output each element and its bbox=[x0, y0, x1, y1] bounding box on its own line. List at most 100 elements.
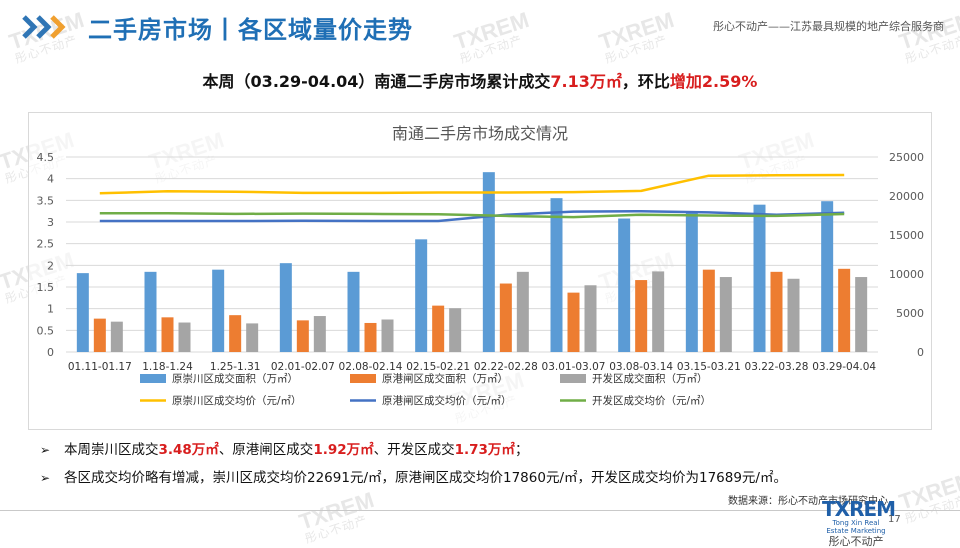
legend-label: 原崇川区成交面积（万㎡） bbox=[172, 372, 298, 385]
headline-mid: ，环比 bbox=[621, 72, 670, 91]
bar bbox=[76, 273, 89, 352]
headline-change: 增加2.59% bbox=[669, 72, 758, 91]
x-axis-tick-label: 02.22-02.28 bbox=[474, 361, 538, 373]
left-axis-tick-label: 4.5 bbox=[37, 151, 55, 164]
bar bbox=[93, 318, 106, 352]
bar bbox=[499, 283, 512, 352]
bar bbox=[279, 263, 292, 352]
bullet-text: 、原港闸区成交 bbox=[218, 442, 314, 458]
legend-swatch bbox=[350, 374, 376, 383]
bar bbox=[753, 204, 766, 352]
x-axis-tick-label: 02.15-02.21 bbox=[406, 361, 470, 373]
bar bbox=[719, 277, 732, 352]
weekly-summary-headline: 本周（03.29-04.04）南通二手房市场累计成交7.13万㎡，环比增加2.5… bbox=[0, 68, 960, 92]
right-axis-tick-label: 10000 bbox=[889, 268, 924, 281]
bar bbox=[635, 280, 648, 352]
bullet-text: ； bbox=[514, 442, 529, 458]
left-axis-tick-label: 2 bbox=[47, 259, 54, 272]
headline-prefix: 本周（03.29-04.04）南通二手房市场累计成交 bbox=[202, 72, 551, 91]
line-series bbox=[99, 173, 845, 223]
bar bbox=[296, 320, 309, 352]
bullet-price: ➢ 各区成交均价略有增减，崇川区成交均价22691元/㎡，原港闸区成交均价1786… bbox=[40, 466, 787, 486]
right-axis-tick-label: 15000 bbox=[889, 229, 924, 242]
legend-label: 原港闸区成交面积（万㎡） bbox=[382, 372, 508, 385]
logo-subtitle: Tong Xin Real Estate Marketing bbox=[826, 519, 886, 535]
logo-chinese: 彤心不动产 bbox=[828, 535, 884, 548]
bar bbox=[550, 198, 563, 352]
chart-frame bbox=[28, 112, 932, 430]
left-axis-tick-label: 3 bbox=[47, 216, 54, 229]
x-axis-tick-label: 01.11-01.17 bbox=[68, 361, 132, 373]
right-axis-tick-label: 5000 bbox=[896, 307, 924, 320]
series-line bbox=[99, 209, 845, 223]
bullet-value: 1.92万㎡ bbox=[313, 442, 374, 458]
company-logo: TXREM Tong Xin Real Estate Marketing 彤心不… bbox=[822, 497, 896, 548]
bar bbox=[432, 305, 445, 352]
bar bbox=[144, 271, 157, 352]
series-line bbox=[99, 211, 845, 219]
left-axis-tick-label: 0.5 bbox=[37, 324, 55, 337]
page-title: 二手房市场丨各区域量价走势 bbox=[88, 16, 413, 44]
bar bbox=[770, 271, 783, 352]
legend-label: 开发区成交面积（万㎡） bbox=[592, 372, 708, 385]
x-axis-tick-label: 1.18-1.24 bbox=[142, 361, 193, 373]
bar bbox=[229, 315, 242, 352]
bar bbox=[787, 278, 800, 352]
left-axis-tick-label: 3.5 bbox=[37, 194, 55, 207]
bar bbox=[855, 277, 868, 352]
left-axis-tick-label: 1 bbox=[47, 303, 54, 316]
bar bbox=[110, 321, 123, 352]
legend-label: 开发区成交均价（元/㎡） bbox=[592, 394, 711, 407]
bar bbox=[821, 201, 834, 352]
axes: 0 0.5 1 1.5 2 2.5 3 3.5 4 4.5 0 5000 10000 15000 20000… bbox=[37, 151, 925, 373]
legend-label: 原崇川区成交均价（元/㎡） bbox=[172, 394, 302, 407]
page-header: 二手房市场丨各区域量价走势 彤心不动产——江苏最具规模的地产综合服务商 bbox=[0, 0, 960, 52]
arrow-bullet-icon: ➢ bbox=[40, 443, 51, 457]
x-axis-tick-label: 03.15-03.21 bbox=[677, 361, 741, 373]
chart-title: 南通二手房市场成交情况 bbox=[392, 124, 568, 143]
bar bbox=[838, 268, 851, 352]
bar bbox=[652, 271, 665, 352]
company-tagline: 彤心不动产——江苏最具规模的地产综合服务商 bbox=[713, 20, 944, 33]
left-axis-tick-label: 1.5 bbox=[37, 281, 55, 294]
x-axis-tick-label: 02.01-02.07 bbox=[271, 361, 335, 373]
bar bbox=[212, 269, 225, 352]
double-chevron-icon bbox=[22, 15, 66, 39]
bar bbox=[178, 322, 191, 352]
bar-series bbox=[76, 172, 868, 352]
bar bbox=[618, 218, 631, 352]
logo-mark: TXREM bbox=[822, 497, 896, 521]
gridlines bbox=[66, 156, 878, 353]
x-axis-tick-label: 03.29-04.04 bbox=[812, 361, 876, 373]
left-axis-tick-label: 4 bbox=[47, 173, 54, 186]
left-axis-tick-label: 2.5 bbox=[37, 238, 55, 251]
x-axis-tick-label: 02.08-02.14 bbox=[339, 361, 403, 373]
bullet-value: 3.48万㎡ bbox=[158, 442, 219, 458]
legend-swatch bbox=[560, 374, 586, 383]
bullet-text: 本周崇川区成交 bbox=[64, 442, 159, 458]
headline-volume: 7.13万㎡ bbox=[550, 72, 622, 91]
transaction-chart: 南通二手房市场成交情况 0 0.5 1 1.5 2 2.5 3 3.5 4 4.5 0 5000 100… bbox=[28, 112, 932, 430]
bar bbox=[246, 323, 259, 352]
legend-swatch bbox=[140, 374, 166, 383]
data-source: 数据来源：彤心不动产市场研究中心 bbox=[728, 496, 888, 507]
right-axis-tick-label: 0 bbox=[917, 346, 924, 359]
bullet-volume: ➢ 本周崇川区成交3.48万㎡、原港闸区成交1.92万㎡、开发区成交1.73万㎡； bbox=[40, 438, 528, 458]
right-axis-tick-label: 25000 bbox=[889, 151, 924, 164]
x-axis-tick-label: 1.25-1.31 bbox=[210, 361, 261, 373]
series-line bbox=[99, 173, 845, 195]
legend-label: 原港闸区成交均价（元/㎡） bbox=[382, 394, 512, 407]
bar bbox=[685, 212, 698, 352]
bar bbox=[415, 239, 428, 352]
chart-legend: 原崇川区成交面积（万㎡） 原港闸区成交面积（万㎡） 开发区成交面积（万㎡） 原崇川区成… bbox=[140, 372, 711, 407]
bar bbox=[364, 322, 377, 352]
bar bbox=[702, 269, 715, 352]
x-axis-tick-label: 03.01-03.07 bbox=[542, 361, 606, 373]
footer-divider bbox=[0, 510, 960, 511]
bar bbox=[567, 292, 580, 352]
x-axis-tick-label: 03.08-03.14 bbox=[609, 361, 673, 373]
x-axis-tick-label: 03.22-03.28 bbox=[745, 361, 809, 373]
bar bbox=[347, 271, 360, 352]
